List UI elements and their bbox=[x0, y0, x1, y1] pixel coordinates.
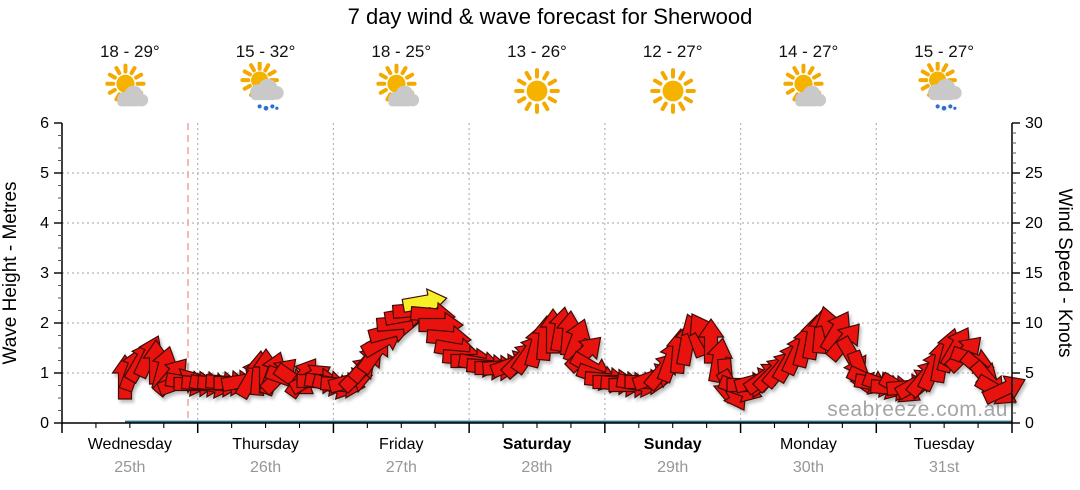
left-axis-tick-label: 4 bbox=[40, 215, 49, 232]
day-name-label: Sunday bbox=[643, 436, 702, 453]
day-temperature-range: 12 - 27° bbox=[642, 42, 703, 61]
day-temperature-range: 15 - 32° bbox=[235, 42, 296, 61]
day-date-label: 29th bbox=[657, 459, 689, 476]
watermark: seabreeze.com.au bbox=[827, 398, 1008, 421]
day-name-label: Saturday bbox=[502, 436, 572, 453]
right-axis-tick-label: 25 bbox=[1025, 165, 1043, 182]
weather-icon-sunny bbox=[644, 62, 702, 125]
day-date-label: 26th bbox=[249, 459, 282, 476]
weather-icon-sunny bbox=[508, 62, 566, 125]
day-name-label: Wednesday bbox=[87, 436, 172, 453]
left-axis-tick-label: 2 bbox=[40, 315, 49, 332]
right-axis-title: Wind Speed - Knots bbox=[1054, 189, 1075, 358]
weather-icon-partly-cloudy-shower bbox=[237, 60, 295, 125]
day-date-label: 28th bbox=[521, 459, 553, 476]
day-date-label: 25th bbox=[114, 459, 146, 476]
chart-title: 7 day wind & wave forecast for Sherwood bbox=[347, 4, 753, 29]
left-axis-tick-label: 1 bbox=[40, 365, 49, 382]
day-date-label: 31st bbox=[929, 459, 960, 476]
day-name-label: Thursday bbox=[232, 436, 299, 453]
day-date-label: 30th bbox=[792, 459, 824, 476]
day-temperature-range: 13 - 26° bbox=[507, 42, 567, 61]
day-temperature-range: 14 - 27° bbox=[778, 42, 839, 61]
right-axis-tick-label: 30 bbox=[1025, 115, 1043, 132]
day-temperature-range: 15 - 27° bbox=[914, 42, 975, 61]
left-axis-tick-label: 0 bbox=[40, 415, 49, 432]
weather-icon-partly-cloudy bbox=[779, 62, 837, 125]
right-axis-tick-label: 15 bbox=[1025, 265, 1043, 282]
right-axis-tick-label: 10 bbox=[1025, 315, 1043, 332]
wind-arrow-series bbox=[111, 287, 1026, 411]
right-axis-tick-label: 5 bbox=[1025, 365, 1034, 382]
weather-icon-partly-cloudy bbox=[101, 62, 159, 125]
day-temperature-range: 18 - 25° bbox=[371, 42, 432, 61]
day-name-label: Friday bbox=[379, 436, 424, 453]
left-axis-tick-label: 6 bbox=[40, 115, 49, 132]
day-name-label: Tuesday bbox=[913, 436, 975, 453]
weather-icon-partly-cloudy-shower bbox=[915, 60, 973, 125]
day-name-label: Monday bbox=[779, 436, 837, 453]
right-axis-tick-label: 0 bbox=[1025, 415, 1034, 432]
left-axis-tick-label: 3 bbox=[40, 265, 49, 282]
day-temperature-range: 18 - 29° bbox=[99, 42, 160, 61]
left-axis-title: Wave Height - Metres bbox=[0, 181, 21, 364]
right-axis-tick-label: 20 bbox=[1025, 215, 1043, 232]
weather-icon-partly-cloudy bbox=[372, 62, 430, 125]
left-axis-tick-label: 5 bbox=[40, 165, 49, 182]
day-date-label: 27th bbox=[385, 459, 417, 476]
